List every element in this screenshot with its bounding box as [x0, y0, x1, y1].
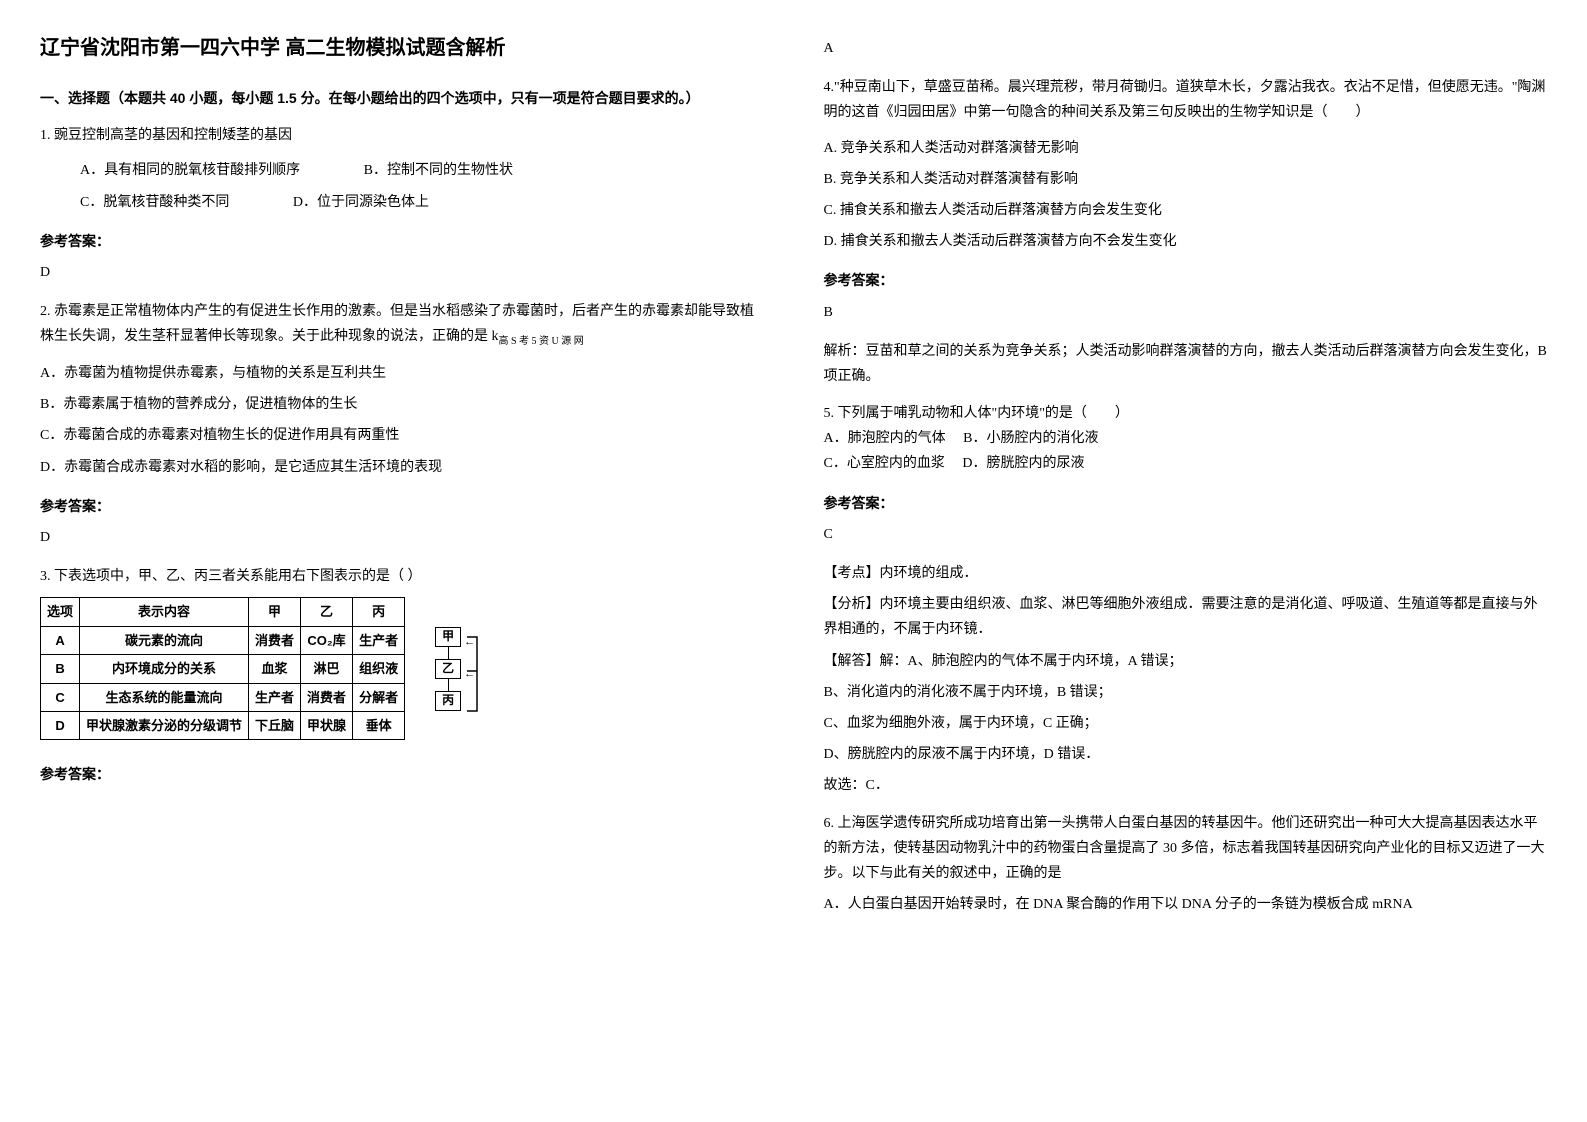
q5-answer: C: [824, 522, 1548, 547]
diagram-node-top: 甲: [435, 627, 461, 647]
q2-stem: 2. 赤霉素是正常植物体内产生的有促进生长作用的激素。但是当水稻感染了赤霉菌时，…: [40, 299, 764, 351]
q1-answer-label: 参考答案：: [40, 229, 764, 254]
q5-exp-6: 故选：C．: [824, 773, 1548, 798]
q3-th-1: 表示内容: [80, 598, 249, 626]
q1-answer: D: [40, 260, 764, 285]
q5-answer-label: 参考答案：: [824, 491, 1548, 516]
q3-stem: 3. 下表选项中，甲、乙、丙三者关系能用右下图表示的是（ ）: [40, 564, 764, 589]
diagram-return-arrows: [463, 627, 483, 717]
q1-stem: 1. 豌豆控制高茎的基因和控制矮茎的基因: [40, 123, 764, 148]
q4-answer: B: [824, 300, 1548, 325]
diagram-node-mid: 乙: [435, 659, 461, 679]
q3-answer-label: 参考答案：: [40, 762, 764, 787]
q4-opt-c: C. 捕食关系和撤去人类活动后群落演替方向会发生变化: [824, 198, 1548, 223]
q3-table: 选项 表示内容 甲 乙 丙 A 碳元素的流向 消费者 CO₂库 生产者: [40, 597, 405, 740]
q1-opt-d: D．位于同源染色体上: [293, 190, 429, 215]
table-row: D 甲状腺激素分泌的分级调节 下丘脑 甲状腺 垂体: [41, 711, 405, 739]
q5-exp-0: 【考点】内环境的组成．: [824, 561, 1548, 586]
q5-exp-3: B、消化道内的消化液不属于内环境，B 错误；: [824, 680, 1548, 705]
section-heading: 一、选择题（本题共 40 小题，每小题 1.5 分。在每小题给出的四个选项中，只…: [40, 86, 764, 111]
q5-exp-4: C、血浆为细胞外液，属于内环境，C 正确；: [824, 711, 1548, 736]
q1-opt-a: A．具有相同的脱氧核苷酸排列顺序: [80, 158, 300, 183]
q2-opt-d: D．赤霉菌合成赤霉素对水稻的影响，是它适应其生活环境的表现: [40, 455, 764, 480]
q2-opt-a: A．赤霉菌为植物提供赤霉素，与植物的关系是互利共生: [40, 361, 764, 386]
page-title: 辽宁省沈阳市第一四六中学 高二生物模拟试题含解析: [40, 30, 764, 66]
question-5: 5. 下列属于哺乳动物和人体"内环境"的是（ ） A．肺泡腔内的气体 B．小肠腔…: [824, 401, 1548, 798]
table-row: A 碳元素的流向 消费者 CO₂库 生产者: [41, 626, 405, 654]
q4-opt-b: B. 竞争关系和人类活动对群落演替有影响: [824, 167, 1548, 192]
q3-th-0: 选项: [41, 598, 80, 626]
q3-th-2: 甲: [249, 598, 301, 626]
q5-exp-2: 【解答】解：A、肺泡腔内的气体不属于内环境，A 错误；: [824, 649, 1548, 674]
question-4: 4."种豆南山下，草盛豆苗稀。晨兴理荒秽，带月荷锄归。道狭草木长，夕露沾我衣。衣…: [824, 75, 1548, 389]
q2-answer: D: [40, 525, 764, 550]
q2-opt-c: C．赤霉菌合成的赤霉素对植物生长的促进作用具有两重性: [40, 423, 764, 448]
q6-stem: 6. 上海医学遗传研究所成功培育出第一头携带人白蛋白基因的转基因牛。他们还研究出…: [824, 811, 1548, 887]
table-row: C 生态系统的能量流向 生产者 消费者 分解者: [41, 683, 405, 711]
q5-opt-d: D．膀胱腔内的尿液: [962, 456, 1084, 471]
q5-opt-c: C．心室腔内的血浆: [824, 456, 945, 471]
diagram-node-bot: 丙: [435, 691, 461, 711]
question-1: 1. 豌豆控制高茎的基因和控制矮茎的基因 A．具有相同的脱氧核苷酸排列顺序 B．…: [40, 123, 764, 285]
q4-explain: 解析：豆苗和草之间的关系为竞争关系；人类活动影响群落演替的方向，撤去人类活动后群…: [824, 339, 1548, 389]
q4-opt-d: D. 捕食关系和撤去人类活动后群落演替方向不会发生变化: [824, 229, 1548, 254]
table-row: B 内环境成分的关系 血浆 淋巴 组织液: [41, 655, 405, 683]
question-6: 6. 上海医学遗传研究所成功培育出第一头携带人白蛋白基因的转基因牛。他们还研究出…: [824, 811, 1548, 918]
q2-opt-b: B．赤霉素属于植物的营养成分，促进植物体的生长: [40, 392, 764, 417]
q6-opt-a: A．人白蛋白基因开始转录时，在 DNA 聚合酶的作用下以 DNA 分子的一条链为…: [824, 892, 1548, 917]
q1-opt-b: B．控制不同的生物性状: [364, 158, 513, 183]
q1-opt-c: C．脱氧核苷酸种类不同: [80, 190, 229, 215]
q3-th-3: 乙: [301, 598, 353, 626]
question-2: 2. 赤霉素是正常植物体内产生的有促进生长作用的激素。但是当水稻感染了赤霉菌时，…: [40, 299, 764, 550]
q2-answer-label: 参考答案：: [40, 494, 764, 519]
question-3: 3. 下表选项中，甲、乙、丙三者关系能用右下图表示的是（ ） 选项 表示内容 甲…: [40, 564, 764, 787]
q4-answer-label: 参考答案：: [824, 268, 1548, 293]
q5-stem: 5. 下列属于哺乳动物和人体"内环境"的是（ ）: [824, 401, 1548, 426]
arrow-icon: [448, 679, 449, 691]
q4-stem: 4."种豆南山下，草盛豆苗稀。晨兴理荒秽，带月荷锄归。道狭草木长，夕露沾我衣。衣…: [824, 75, 1548, 125]
q5-exp-5: D、膀胱腔内的尿液不属于内环境，D 错误．: [824, 742, 1548, 767]
q3-answer: A: [824, 36, 1548, 61]
q5-exp-1: 【分析】内环境主要由组织液、血浆、淋巴等细胞外液组成．需要注意的是消化道、呼吸道…: [824, 592, 1548, 642]
q5-opt-b: B．小肠腔内的消化液: [963, 431, 1098, 446]
q4-opt-a: A. 竞争关系和人类活动对群落演替无影响: [824, 136, 1548, 161]
arrow-icon: [448, 647, 449, 659]
q3-diagram: 甲 ← 乙 ← 丙: [435, 627, 461, 711]
q5-opt-a: A．肺泡腔内的气体: [824, 431, 946, 446]
q3-th-4: 丙: [353, 598, 405, 626]
